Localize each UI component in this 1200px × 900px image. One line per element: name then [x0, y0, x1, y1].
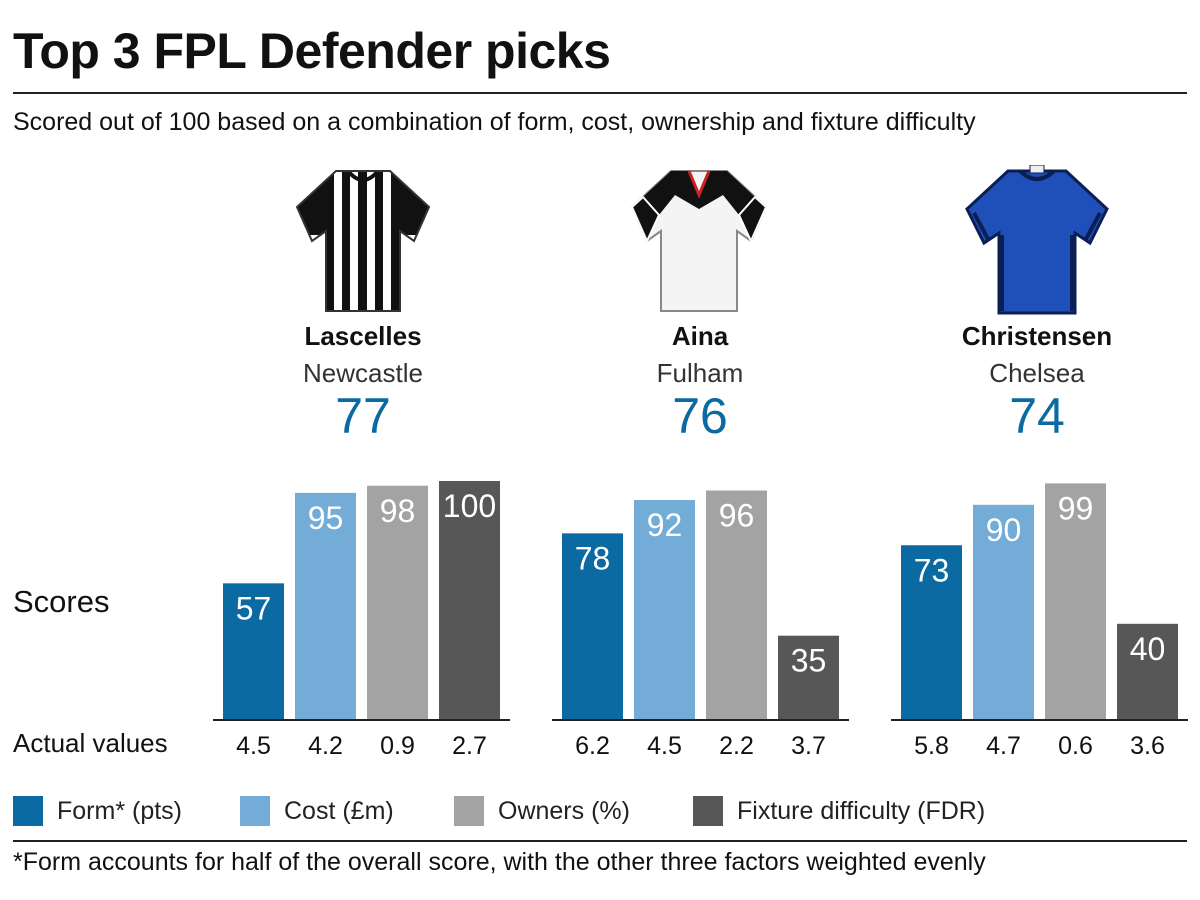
bar-value-label: 98: [380, 493, 416, 529]
legend-item-form: Form* (pts): [13, 795, 182, 827]
chart-subtitle: Scored out of 100 based on a combination…: [13, 108, 976, 136]
player-team: Fulham: [656, 358, 744, 388]
actual-value-label: 0.6: [1058, 732, 1093, 760]
player-overall-score: 76: [672, 388, 728, 444]
legend-item-owners: Owners (%): [454, 795, 630, 827]
title-rule: [13, 92, 1187, 94]
bar-aina-fixture-difficulty-fdr: [778, 635, 839, 719]
footnote-rule: [13, 840, 1187, 842]
legend-swatch: [240, 796, 270, 826]
bar-value-label: 35: [791, 643, 827, 679]
bar-aina-owners: [706, 490, 767, 719]
bar-value-label: 99: [1058, 490, 1094, 526]
actual-value-label: 4.5: [647, 732, 682, 760]
bar-value-label: 73: [914, 552, 950, 588]
actual-value-label: 4.7: [986, 732, 1021, 760]
player-name: Christensen: [961, 321, 1113, 351]
footnote: *Form accounts for half of the overall s…: [13, 848, 986, 876]
bar-value-label: 40: [1130, 631, 1166, 667]
bar-christensen-owners: [1045, 483, 1106, 719]
bar-value-label: 100: [443, 488, 496, 524]
legend-swatch: [13, 796, 43, 826]
bar-value-label: 57: [236, 590, 272, 626]
actual-value-label: 5.8: [914, 732, 949, 760]
bar-christensen-form-pts: [901, 545, 962, 719]
bar-chart: 57 4.5 95 4.2 98 0.9 100 2.7 78 6.2 92 4.5 96 2.2 35 3.…: [213, 481, 1188, 760]
actual-value-label: 0.9: [380, 732, 415, 760]
chart-title: Top 3 FPL Defender picks: [13, 23, 611, 79]
bar-lascelles-owners: [367, 485, 428, 719]
bar-christensen-cost-m: [973, 504, 1034, 719]
bar-aina-cost-m: [634, 500, 695, 719]
legend-label: Form* (pts): [57, 796, 182, 825]
actual-values-label: Actual values: [13, 728, 168, 758]
legend-label: Fixture difficulty (FDR): [737, 796, 986, 825]
bar-value-label: 90: [986, 512, 1022, 548]
actual-value-label: 2.7: [452, 732, 487, 760]
actual-value-label: 2.2: [719, 732, 754, 760]
player-name: Lascelles: [304, 321, 422, 351]
bar-aina-form-pts: [562, 533, 623, 719]
bar-lascelles-form-pts: [223, 583, 284, 719]
chelsea-shirt-icon: [965, 165, 1109, 315]
player-team: Newcastle: [303, 358, 423, 388]
player-aina: Aina Fulham 76: [550, 321, 850, 442]
scores-label: Scores: [13, 584, 110, 619]
bar-value-label: 95: [308, 500, 344, 536]
actual-value-label: 4.2: [308, 732, 343, 760]
legend-label: Owners (%): [498, 796, 630, 825]
legend-swatch: [693, 796, 723, 826]
newcastle-shirt-icon: [295, 169, 431, 312]
bar-christensen-fixture-difficulty-fdr: [1117, 623, 1178, 719]
player-overall-score: 74: [1009, 388, 1065, 444]
bar-lascelles-fixture-difficulty-fdr: [439, 481, 500, 719]
bar-group-lascelles: 57 4.5 95 4.2 98 0.9 100 2.7: [213, 481, 510, 760]
actual-value-label: 4.5: [236, 732, 271, 760]
legend-item-fixture: Fixture difficulty (FDR): [693, 795, 985, 827]
legend-item-cost: Cost (£m): [240, 795, 394, 827]
bar-value-label: 96: [719, 498, 755, 534]
legend-label: Cost (£m): [284, 796, 394, 825]
bar-value-label: 92: [647, 507, 683, 543]
actual-value-label: 6.2: [575, 732, 610, 760]
actual-value-label: 3.6: [1130, 732, 1165, 760]
bar-group-aina: 78 6.2 92 4.5 96 2.2 35 3.7: [552, 490, 849, 760]
legend-swatch: [454, 796, 484, 826]
bar-value-label: 78: [575, 540, 611, 576]
player-christensen: Christensen Chelsea 74: [887, 321, 1187, 442]
bar-lascelles-cost-m: [295, 492, 356, 719]
player-overall-score: 77: [335, 388, 391, 444]
bar-group-christensen: 73 5.8 90 4.7 99 0.6 40 3.6: [891, 483, 1188, 760]
player-name: Aina: [671, 321, 729, 351]
player-team: Chelsea: [989, 358, 1085, 388]
fulham-shirt-icon: [630, 170, 768, 312]
player-lascelles: Lascelles Newcastle 77: [213, 321, 513, 442]
actual-value-label: 3.7: [791, 732, 826, 760]
